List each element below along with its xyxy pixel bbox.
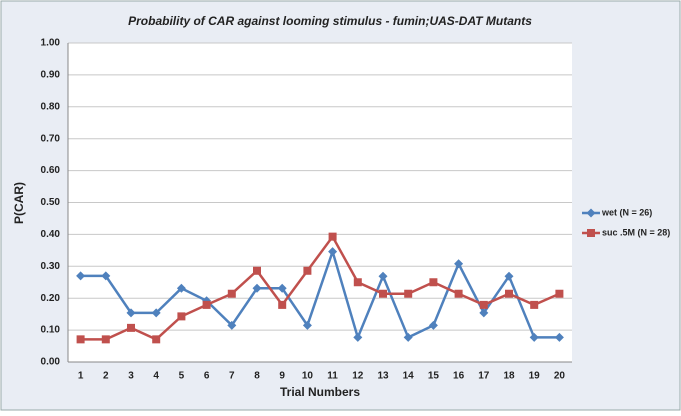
x-tick-label: 11 — [327, 371, 338, 382]
marker — [152, 335, 161, 344]
marker — [404, 289, 413, 298]
marker — [101, 335, 110, 344]
x-tick-label: 15 — [428, 371, 440, 382]
marker — [403, 332, 413, 342]
legend-marker — [587, 229, 595, 237]
x-tick-label: 14 — [403, 371, 415, 382]
marker — [278, 300, 287, 309]
marker — [302, 320, 312, 330]
marker — [353, 332, 363, 342]
series-line — [80, 247, 560, 342]
marker — [555, 289, 564, 298]
marker — [101, 271, 111, 281]
marker — [428, 320, 438, 330]
x-tick-label: 18 — [503, 371, 515, 382]
marker — [379, 289, 387, 298]
x-tick-label: 19 — [529, 371, 541, 382]
x-axis-label: Trial Numbers — [280, 385, 360, 399]
x-tick-label: 5 — [179, 371, 185, 382]
marker — [530, 300, 539, 309]
x-tick-label: 10 — [302, 371, 314, 382]
marker — [479, 308, 489, 318]
marker — [554, 332, 564, 342]
y-tick-label: 0.70 — [41, 133, 61, 144]
marker — [378, 271, 388, 281]
y-tick-label: 0.80 — [41, 101, 61, 112]
marker — [253, 266, 261, 275]
x-tick-label: 1 — [78, 371, 84, 382]
x-tick-label: 20 — [554, 371, 566, 382]
marker — [353, 278, 362, 287]
marker — [126, 308, 136, 318]
marker — [479, 300, 488, 309]
y-tick-label: 0.20 — [41, 293, 61, 304]
marker — [454, 259, 464, 269]
y-axis-label: P(CAR) — [12, 182, 26, 224]
marker — [328, 247, 338, 257]
x-tick-label: 6 — [204, 371, 210, 382]
y-tick-label: 0.40 — [41, 229, 61, 240]
legend-label: wet (N = 26) — [601, 207, 652, 217]
marker — [202, 300, 211, 309]
x-tick-label: 9 — [279, 371, 285, 382]
x-tick-label: 7 — [229, 371, 235, 382]
x-tick-label: 17 — [478, 371, 490, 382]
marker — [303, 266, 312, 275]
marker — [277, 283, 287, 293]
marker — [177, 312, 186, 321]
marker — [151, 308, 161, 318]
y-tick-label: 0.60 — [41, 165, 61, 176]
marker — [227, 320, 237, 330]
x-tick-label: 2 — [103, 371, 109, 382]
marker — [227, 289, 236, 298]
x-tick-label: 4 — [153, 371, 159, 382]
y-tick-label: 0.50 — [41, 197, 61, 208]
y-tick-label: 0.90 — [41, 70, 61, 81]
marker — [328, 232, 337, 241]
x-tick-label: 3 — [128, 371, 134, 382]
marker — [76, 271, 86, 281]
series-line — [80, 234, 560, 341]
x-tick-label: 8 — [254, 371, 260, 382]
y-tick-label: 1.00 — [41, 38, 61, 49]
marker — [504, 271, 514, 281]
marker — [505, 289, 513, 298]
marker — [176, 283, 186, 293]
y-tick-label: 0.30 — [41, 261, 61, 272]
marker — [454, 289, 463, 298]
marker — [429, 278, 438, 287]
marker — [252, 283, 262, 293]
marker — [127, 323, 135, 332]
x-tick-label: 12 — [352, 371, 364, 382]
y-tick-label: 0.00 — [41, 357, 61, 368]
x-tick-label: 16 — [453, 371, 465, 382]
y-tick-label: 0.10 — [41, 325, 61, 336]
marker — [76, 335, 85, 344]
legend-label: suc .5M (N = 28) — [602, 227, 670, 237]
legend-marker — [586, 208, 596, 218]
marker — [529, 332, 539, 342]
x-tick-label: 13 — [377, 371, 389, 382]
chart-title: Probability of CAR against looming stimu… — [128, 14, 532, 28]
